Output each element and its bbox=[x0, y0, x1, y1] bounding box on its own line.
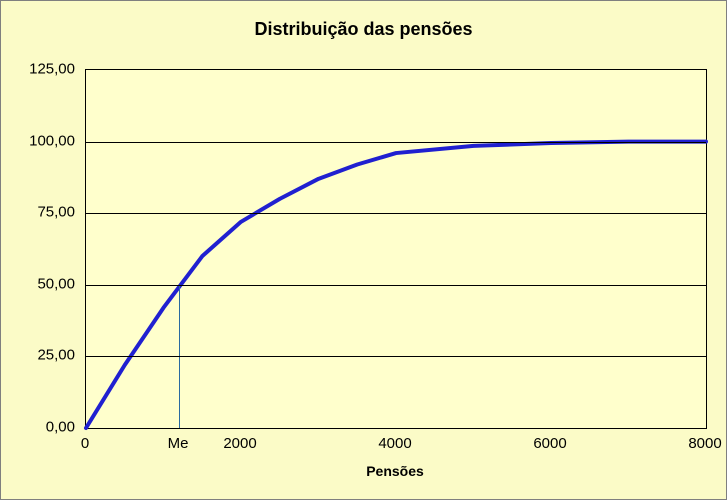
gridline bbox=[86, 213, 706, 214]
chart-container: Distribuição das pensões Pensões Me 0,00… bbox=[0, 0, 727, 500]
gridline bbox=[86, 142, 706, 143]
y-tick-label: 0,00 bbox=[1, 419, 75, 436]
y-tick-label: 25,00 bbox=[1, 347, 75, 364]
y-tick-label: 100,00 bbox=[1, 132, 75, 149]
y-tick-label: 50,00 bbox=[1, 275, 75, 292]
median-label: Me bbox=[168, 435, 189, 452]
gridline bbox=[86, 356, 706, 357]
gridline bbox=[86, 285, 706, 286]
chart-title: Distribuição das pensões bbox=[1, 19, 726, 40]
x-tick-label: 4000 bbox=[378, 435, 411, 452]
plot-area bbox=[85, 69, 707, 429]
x-tick-label: 8000 bbox=[688, 435, 721, 452]
x-tick-label: 2000 bbox=[223, 435, 256, 452]
y-tick-label: 75,00 bbox=[1, 204, 75, 221]
x-axis-title: Pensões bbox=[85, 463, 705, 479]
x-tick-label: 0 bbox=[81, 435, 89, 452]
x-tick-label: 6000 bbox=[533, 435, 566, 452]
y-tick-label: 125,00 bbox=[1, 61, 75, 78]
